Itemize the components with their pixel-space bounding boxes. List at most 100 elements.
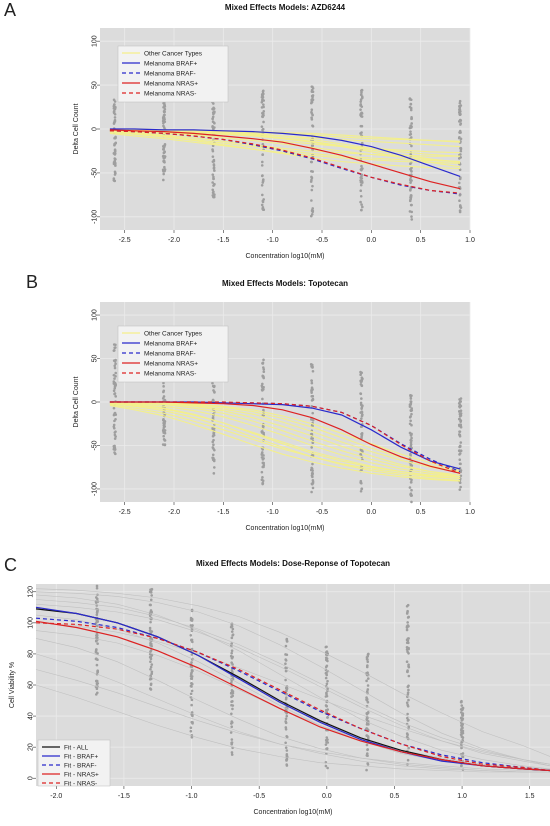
data-point [113, 173, 117, 176]
data-point [261, 479, 265, 483]
data-point [408, 105, 412, 109]
x-axis-label: Concentration log10(mM) [246, 525, 325, 532]
data-point [284, 726, 288, 729]
x-tick-label: 0.0 [366, 509, 376, 516]
legend-label-fit-braf: Fit - BRAF- [64, 763, 97, 770]
data-point [325, 682, 329, 686]
x-axis-label: Concentration log10(mM) [254, 809, 333, 816]
data-point [113, 392, 117, 395]
legend-label-melanoma-braf: Melanoma BRAF- [144, 351, 196, 358]
data-point [211, 188, 215, 192]
data-point [409, 443, 413, 446]
series-line-fit-braf [35, 617, 550, 772]
data-point [149, 591, 153, 594]
legend-label-melanoma-nras: Melanoma NRAS+ [144, 361, 198, 368]
data-point [95, 611, 99, 615]
data-point [262, 110, 266, 113]
data-point [163, 107, 167, 111]
data-point [409, 189, 412, 192]
data-point [113, 366, 117, 370]
data-point [260, 456, 264, 459]
y-tick-label: 50 [91, 81, 98, 89]
data-point [162, 385, 165, 388]
y-tick-label: 100 [27, 617, 34, 629]
data-point [113, 437, 117, 440]
x-tick-label: -0.5 [253, 793, 265, 800]
data-point [359, 124, 363, 128]
data-point [149, 668, 152, 671]
data-point [230, 695, 233, 699]
data-point [409, 130, 412, 133]
data-point [190, 675, 194, 678]
data-point [310, 188, 314, 192]
panel-label-a: A [4, 0, 17, 20]
data-point [149, 660, 152, 664]
legend-label-other-cancer-types: Other Cancer Types [144, 51, 203, 58]
data-point [191, 721, 194, 724]
data-point [96, 636, 99, 640]
data-point [213, 121, 216, 125]
background-curve [35, 622, 550, 765]
data-point [310, 108, 314, 112]
data-point [460, 733, 463, 737]
data-point [112, 423, 116, 427]
data-point [459, 474, 463, 478]
data-point [458, 204, 462, 207]
data-point [405, 660, 409, 664]
data-point [230, 656, 234, 660]
chart-title: Mixed Effects Models: Topotecan [222, 279, 348, 288]
data-point [231, 721, 234, 724]
data-point [409, 480, 413, 484]
data-point [310, 399, 314, 402]
data-point [113, 431, 117, 434]
legend: Fit - ALL Fit - BRAF+ Fit - BRAF- Fit - NRA… [37, 739, 111, 788]
data-point [114, 136, 117, 140]
data-point [113, 120, 117, 123]
background-curve [109, 401, 461, 476]
data-point [310, 160, 314, 164]
data-point [161, 155, 165, 158]
data-point [285, 711, 288, 715]
data-point [95, 584, 99, 588]
data-point [162, 159, 165, 163]
background-curve [109, 129, 461, 163]
data-point [95, 586, 99, 590]
data-point [408, 199, 412, 203]
data-point [262, 461, 266, 465]
data-point [149, 665, 153, 669]
data-point [461, 755, 464, 759]
data-point [359, 380, 363, 384]
data-point [409, 108, 413, 112]
legend-label-melanoma-braf: Melanoma BRAF+ [144, 61, 197, 68]
data-point-column [189, 608, 194, 739]
y-tick-label: -50 [91, 168, 98, 178]
x-tick-label: 1.0 [465, 509, 475, 516]
data-point [189, 677, 193, 680]
data-point [410, 210, 414, 214]
data-point [112, 107, 116, 110]
data-point [310, 110, 313, 114]
data-point [230, 751, 234, 754]
data-point [457, 157, 461, 160]
data-point [406, 621, 409, 624]
chart-topotecan: Mixed Effects Models: Topotecan -2.5 -2.0 -… [73, 279, 475, 532]
data-point [163, 399, 167, 402]
data-point [260, 183, 264, 187]
data-point [262, 92, 265, 96]
data-point [360, 384, 364, 387]
data-point [190, 689, 194, 693]
data-point [407, 746, 410, 750]
y-tick-label: 20 [27, 743, 34, 751]
legend: Other Cancer Types Melanoma BRAF+ Melanoma… [117, 325, 229, 383]
data-point [114, 362, 117, 366]
data-point [407, 684, 410, 688]
data-point [461, 707, 465, 710]
data-point [113, 346, 116, 350]
background-curve [109, 129, 461, 154]
data-point [409, 409, 413, 412]
data-point [162, 389, 166, 393]
data-point [365, 657, 369, 661]
data-point [211, 440, 215, 444]
data-point [189, 729, 193, 733]
data-point [148, 655, 152, 659]
